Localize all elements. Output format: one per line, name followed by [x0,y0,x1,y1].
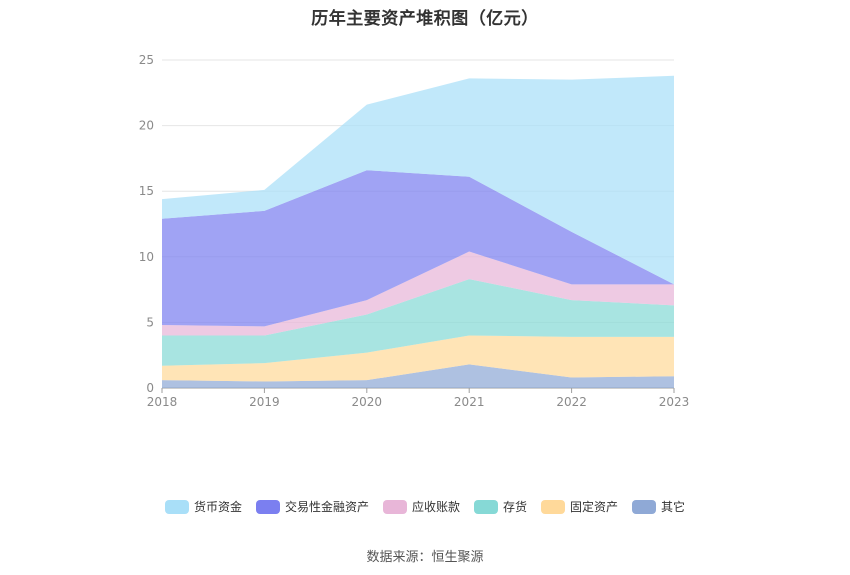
legend-swatch [541,499,566,514]
x-tick-label: 2022 [556,395,587,409]
y-tick-label: 20 [139,119,154,133]
axes: 0 5 10 15 20 25 2018 2019 2020 2021 2022 2023 [139,53,690,409]
area-货币资金 [162,75,674,285]
y-tick-label: 5 [146,315,154,329]
legend-swatch [255,499,280,514]
legend-swatch [164,499,189,514]
y-tick-label: 15 [139,184,154,198]
legend-item[interactable]: 其它 [632,498,685,515]
x-tick-label: 2023 [659,395,690,409]
area-固定资产 [162,335,674,382]
y-tick-label: 0 [146,381,154,395]
x-tick-label: 2019 [249,395,280,409]
legend-swatch [474,499,498,514]
area-应收账款 [162,251,674,336]
legend-label: 货币资金 [193,500,242,514]
legend-item[interactable]: 固定资产 [541,498,618,515]
area-series [162,75,674,388]
y-tick-label: 10 [139,250,154,264]
x-tick-label: 2020 [352,395,383,409]
y-tick-label: 25 [139,53,154,67]
legend-label: 固定资产 [570,500,619,514]
legend-item[interactable]: 存货 [474,498,527,515]
legend-label: 存货 [503,500,528,514]
chart-legend: 货币资金 交易性金融资产 应收账款 存货 固定资产 其它 [0,498,850,515]
legend-item[interactable]: 交易性金融资产 [255,498,369,515]
area-其它 [162,364,674,388]
x-tick-label: 2018 [147,395,178,409]
x-tick-label: 2021 [454,395,485,409]
data-source-note: 数据来源：恒生聚源 [366,550,484,565]
legend-swatch [382,499,407,514]
chart-title: 历年主要资产堆积图（亿元） [311,9,539,29]
legend-swatch [632,499,657,514]
legend-label: 应收账款 [411,500,460,514]
area-交易性金融资产 [162,170,674,327]
legend-item[interactable]: 应收账款 [382,498,460,515]
legend-label: 其它 [661,500,686,514]
legend-label: 交易性金融资产 [284,500,369,514]
area-存货 [162,279,674,366]
legend-item[interactable]: 货币资金 [164,498,242,515]
